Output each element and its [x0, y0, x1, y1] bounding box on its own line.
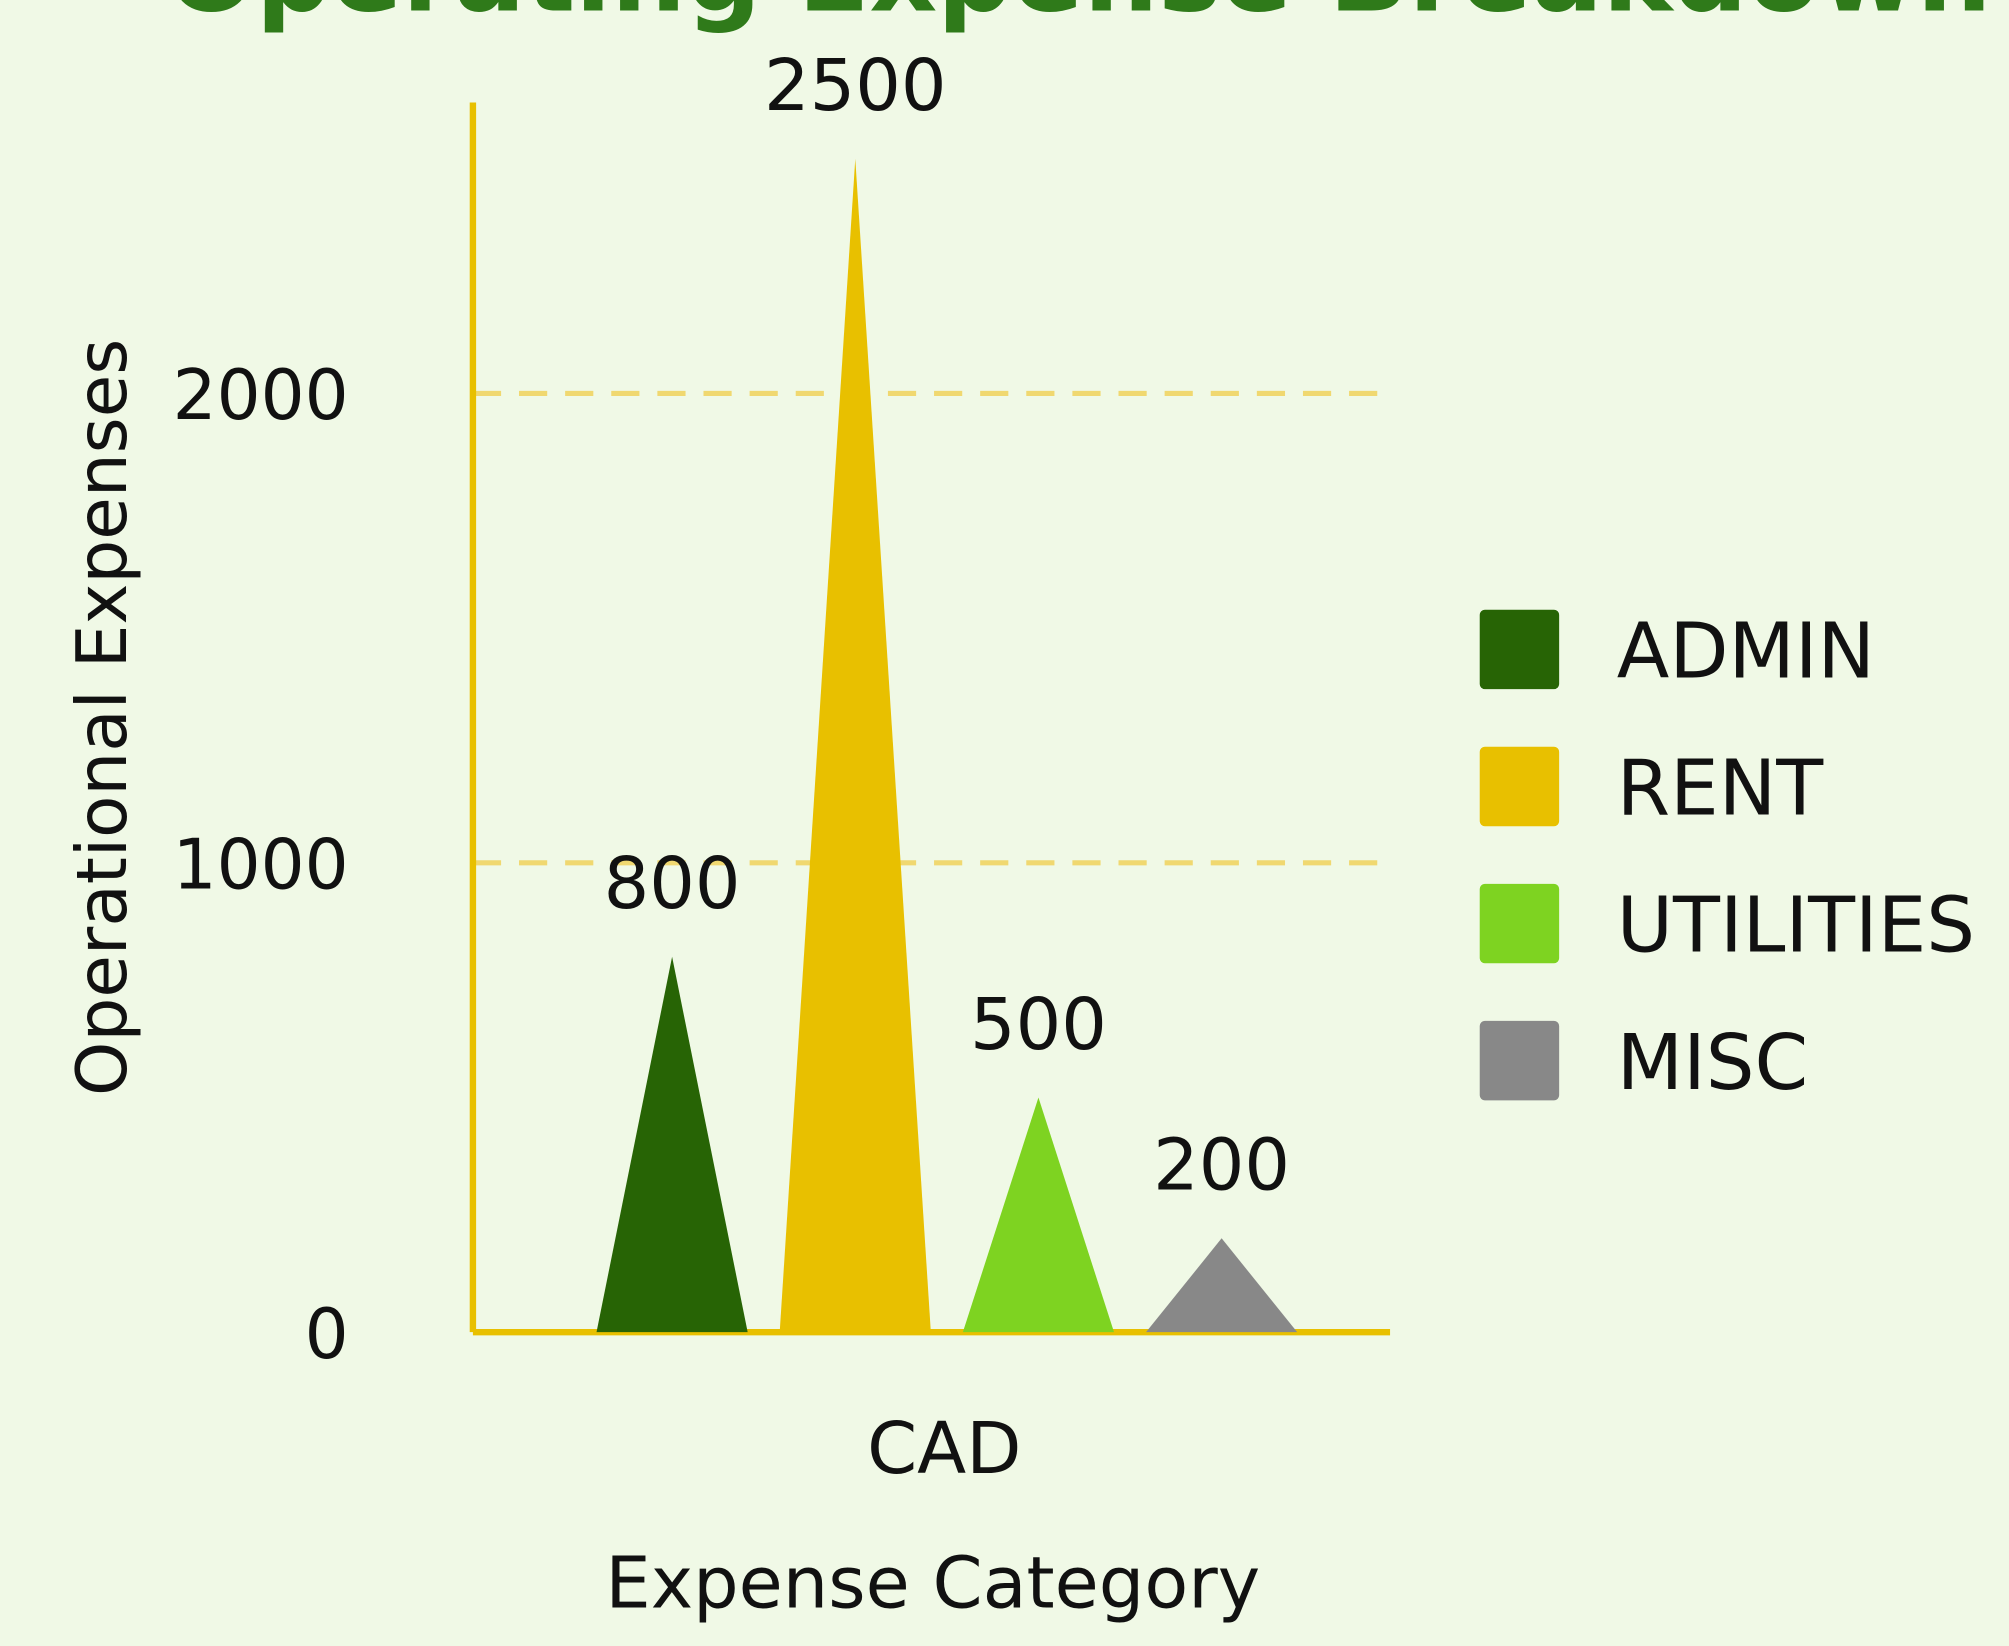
x-tick-label: CAD: [867, 1406, 1021, 1490]
legend-label: UTILITIES: [1617, 882, 1975, 971]
x-axis-label: Expense Category: [605, 1541, 1260, 1625]
legend-label: RENT: [1617, 745, 1824, 834]
legend-label: ADMIN: [1617, 608, 1875, 697]
y-axis-label: Operational Expenses: [63, 339, 143, 1096]
bar: [962, 1097, 1115, 1333]
bar: [1146, 1238, 1298, 1333]
y-tick-label: 1000: [173, 825, 349, 905]
legend-swatch: [1479, 883, 1560, 964]
data-label: 2500: [764, 43, 947, 127]
data-label: 200: [1153, 1123, 1290, 1207]
y-tick-label: 0: [305, 1295, 349, 1375]
bar: [596, 956, 748, 1333]
legend-swatch: [1479, 609, 1560, 690]
legend-label: MISC: [1617, 1019, 1808, 1108]
legend-swatch: [1479, 746, 1560, 827]
legend-swatch: [1479, 1020, 1560, 1101]
chart-title: Operating Expense Breakdown: [167, 0, 1992, 35]
data-label: 500: [970, 982, 1107, 1066]
bar: [779, 158, 931, 1333]
y-tick-label: 2000: [173, 356, 349, 436]
data-label: 800: [604, 841, 741, 925]
